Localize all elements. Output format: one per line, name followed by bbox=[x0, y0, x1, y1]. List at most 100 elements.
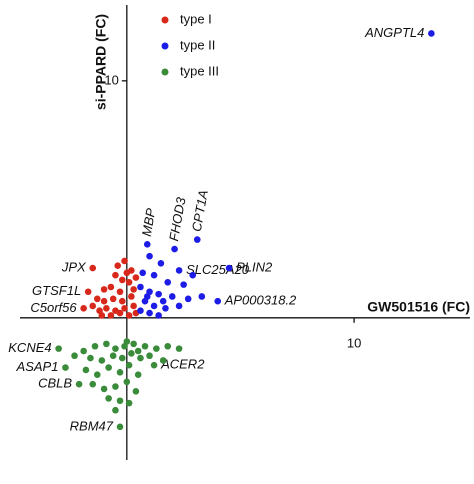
point bbox=[155, 290, 162, 298]
x-axis-label: GW501516 (FC) bbox=[367, 299, 470, 315]
point bbox=[155, 312, 162, 319]
legend-label: type II bbox=[180, 37, 215, 52]
point bbox=[103, 305, 110, 312]
point bbox=[71, 352, 78, 360]
point bbox=[84, 288, 92, 296]
point-label: C5orf56 bbox=[30, 300, 77, 315]
point bbox=[87, 354, 94, 362]
point-label: KCNE4 bbox=[8, 340, 51, 355]
point bbox=[130, 302, 137, 310]
point bbox=[150, 302, 158, 310]
point-label: MBP bbox=[139, 207, 159, 238]
point bbox=[128, 293, 135, 300]
point bbox=[123, 269, 131, 277]
point bbox=[189, 271, 197, 279]
point bbox=[116, 288, 124, 296]
point bbox=[123, 378, 131, 386]
point bbox=[171, 245, 178, 253]
point bbox=[89, 380, 97, 388]
point-label: JPX bbox=[61, 259, 87, 274]
point bbox=[159, 297, 167, 305]
point bbox=[159, 357, 167, 364]
point bbox=[175, 345, 183, 352]
point bbox=[153, 345, 160, 352]
point bbox=[157, 260, 165, 267]
point bbox=[100, 297, 108, 305]
point bbox=[184, 295, 192, 303]
point bbox=[150, 361, 158, 369]
point bbox=[137, 307, 144, 315]
legend-label: type III bbox=[180, 63, 219, 78]
point bbox=[93, 371, 101, 378]
point bbox=[132, 274, 140, 281]
point bbox=[164, 342, 172, 350]
point bbox=[146, 252, 153, 260]
point bbox=[89, 264, 97, 272]
point-label: PLIN2 bbox=[236, 259, 273, 274]
point bbox=[134, 347, 142, 355]
point bbox=[75, 380, 83, 388]
point bbox=[118, 297, 126, 305]
point bbox=[125, 361, 133, 369]
point bbox=[109, 295, 117, 303]
point bbox=[103, 340, 110, 348]
point bbox=[175, 302, 183, 310]
point-label: GTSF1L bbox=[32, 283, 81, 298]
point bbox=[146, 309, 153, 317]
point bbox=[198, 293, 206, 300]
point bbox=[116, 369, 124, 376]
point bbox=[143, 293, 151, 300]
legend-marker bbox=[161, 16, 169, 24]
point bbox=[175, 267, 183, 274]
point bbox=[193, 236, 201, 243]
point bbox=[114, 262, 122, 269]
point bbox=[107, 283, 115, 291]
point bbox=[116, 397, 124, 405]
point bbox=[112, 406, 119, 414]
point bbox=[168, 293, 176, 300]
point bbox=[125, 278, 133, 286]
point bbox=[80, 305, 87, 312]
point bbox=[80, 347, 87, 355]
point bbox=[89, 302, 97, 310]
point bbox=[100, 385, 108, 393]
legend-marker bbox=[161, 68, 169, 76]
point bbox=[143, 241, 151, 248]
point-label: SLC25A20 bbox=[186, 262, 250, 277]
point bbox=[55, 345, 62, 352]
point bbox=[137, 354, 144, 362]
point-label: AP000318.2 bbox=[224, 293, 297, 308]
legend-label: type I bbox=[180, 11, 212, 26]
point-label: CBLB bbox=[38, 376, 72, 391]
point bbox=[123, 338, 131, 345]
y-axis-label: si-PPARD (FC) bbox=[93, 14, 109, 110]
point bbox=[132, 387, 140, 395]
x-tick-label: 10 bbox=[347, 335, 361, 350]
point bbox=[214, 297, 222, 305]
point bbox=[225, 264, 233, 272]
point bbox=[130, 286, 137, 293]
point bbox=[116, 423, 124, 431]
point bbox=[125, 312, 133, 319]
point bbox=[121, 257, 128, 265]
point bbox=[98, 312, 106, 319]
point bbox=[137, 283, 144, 291]
point bbox=[109, 352, 117, 360]
point bbox=[134, 371, 142, 378]
point bbox=[98, 357, 106, 364]
point bbox=[130, 340, 137, 348]
point-label: RBM47 bbox=[70, 418, 114, 433]
point bbox=[105, 364, 112, 371]
point bbox=[107, 312, 115, 319]
point bbox=[105, 395, 112, 402]
point-label: FHOD3 bbox=[166, 195, 189, 242]
point bbox=[62, 364, 69, 371]
point bbox=[162, 305, 169, 312]
point bbox=[112, 271, 119, 279]
point bbox=[93, 295, 101, 303]
point bbox=[100, 286, 108, 293]
point bbox=[112, 345, 119, 352]
point-label: ACER2 bbox=[160, 357, 205, 372]
